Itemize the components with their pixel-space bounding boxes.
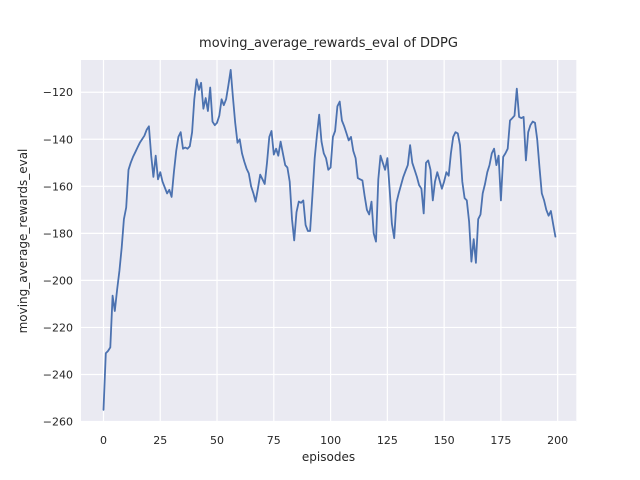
y-tick-label: −160 bbox=[43, 180, 73, 193]
data-series bbox=[102, 69, 557, 411]
y-tick-label: −240 bbox=[43, 368, 73, 381]
x-tick-label: 125 bbox=[377, 434, 398, 447]
x-axis-label: episodes bbox=[302, 450, 355, 464]
x-tick-label: 200 bbox=[547, 434, 568, 447]
y-tick-label: −140 bbox=[43, 133, 73, 146]
y-tick-label: −120 bbox=[43, 86, 73, 99]
x-tick-labels: 0 25 50 75 100 125 150 175 200 bbox=[100, 434, 568, 447]
y-axis-label: moving_average_rewards_eval bbox=[16, 149, 30, 334]
reward-line bbox=[102, 69, 557, 411]
x-tick-label: 150 bbox=[434, 434, 455, 447]
x-tick-label: 25 bbox=[153, 434, 167, 447]
y-tick-label: −220 bbox=[43, 321, 73, 334]
x-tick-label: 100 bbox=[320, 434, 341, 447]
y-tick-labels: −120 −140 −160 −180 −200 −220 −240 −260 bbox=[43, 86, 73, 428]
x-tick-label: 50 bbox=[210, 434, 224, 447]
x-tick-label: 0 bbox=[100, 434, 107, 447]
plot-area bbox=[81, 60, 577, 422]
y-tick-label: −180 bbox=[43, 227, 73, 240]
chart-title: moving_average_rewards_eval of DDPG bbox=[199, 36, 458, 51]
y-tick-label: −200 bbox=[43, 274, 73, 287]
x-tick-label: 175 bbox=[490, 434, 511, 447]
y-tick-label: −260 bbox=[43, 416, 73, 429]
x-tick-label: 75 bbox=[267, 434, 281, 447]
